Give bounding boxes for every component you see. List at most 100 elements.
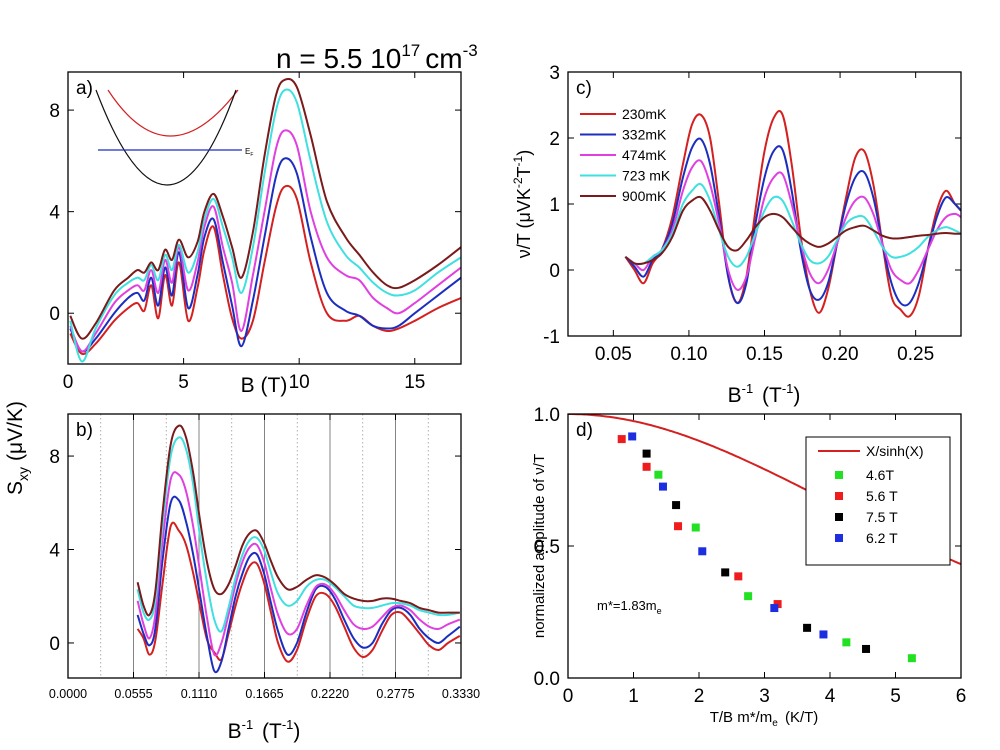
series-line-723mK (69, 88, 461, 363)
x-tick-label: 0.2220 (311, 687, 349, 701)
panel-label: b) (76, 420, 93, 441)
legend-swatch-5.6T (835, 492, 843, 500)
x-tick-label: 4 (825, 686, 836, 707)
panel-a: 0 5 10 15 0 4 8 a) B (T) EF (49, 71, 462, 397)
data-point-5.6T (734, 572, 743, 581)
x-tick-label: 6 (956, 686, 967, 707)
data-point-5.6T (642, 462, 651, 471)
x-tick-label: 0.05 (595, 344, 632, 365)
x-axis-label: T/B m*/me (K/T) (710, 709, 819, 729)
data-point-4.6T (654, 470, 663, 479)
y-tick-label: -1 (543, 327, 560, 348)
y-tick-label: 0 (549, 261, 560, 282)
series-line-230mK (624, 109, 961, 318)
legend-frame (805, 436, 951, 566)
series-line-900mK (624, 195, 961, 266)
y-tick-label: 0 (49, 634, 60, 655)
x-tick-label: 0.10 (670, 344, 707, 365)
data-point-5.6T (617, 435, 626, 444)
x-tick-label: 0.2775 (376, 687, 414, 701)
plot-area (624, 109, 961, 318)
y-tick-label: 0.5 (534, 537, 560, 558)
panel-label: c) (576, 78, 592, 99)
panel-d: 0 1 2 3 4 5 6 0.0 0.5 1.0 d) T/B m*/me (K/T) normali… (531, 405, 966, 729)
plot-frame (67, 71, 462, 365)
inset-band-diagram: EF (95, 89, 253, 186)
data-point-7.5T (803, 623, 812, 632)
legend-swatch-7.5T (835, 513, 843, 521)
series-line-474mK (624, 159, 961, 291)
plot-frame (67, 413, 462, 679)
legend-label: 7.5 T (866, 509, 898, 525)
y-tick-label: 4 (49, 541, 60, 562)
y-axis-label: ν/T (μVK-2T-1) (511, 150, 534, 258)
data-point-6.2T (770, 604, 779, 613)
legend-label: 4.6T (866, 467, 894, 483)
mass-annotation: m*=1.83me (597, 598, 662, 616)
panel-label: d) (576, 420, 593, 441)
data-point-7.5T (721, 568, 730, 577)
data-point-6.2T (628, 432, 637, 441)
panel-b: 0.0000 0.0555 0.1110 0.1665 0.2220 0.2775 0.33… (49, 413, 480, 743)
series-line-900mK (136, 424, 460, 617)
y-tick-label: 2 (549, 129, 560, 150)
x-tick-label: 0 (563, 686, 574, 707)
series-line-474mK (136, 471, 461, 657)
series-line-332mK (69, 157, 461, 353)
legend-swatch-6.2T (835, 534, 843, 542)
panel-label: a) (76, 78, 93, 99)
series-line-474mK (69, 129, 461, 353)
data-point-7.5T (642, 449, 651, 458)
y-tick-label: 0.0 (534, 669, 560, 690)
data-point-4.6T (842, 638, 851, 647)
series-line-230mK (69, 184, 461, 356)
data-point-7.5T (862, 644, 871, 653)
legend-label: 474mK (622, 147, 667, 163)
legend-swatch-4.6T (835, 471, 843, 479)
inset-lower-band (95, 89, 237, 186)
legend-label: 6.2 T (866, 530, 898, 546)
legend-label: 230mK (622, 106, 667, 122)
series-line-332mK (136, 495, 461, 674)
y-tick-label: 4 (49, 203, 60, 224)
x-axis-label: B-1 (T-1) (728, 381, 801, 407)
data-point-4.6T (691, 523, 700, 532)
figure-header: n = 5.5 1017 cm-3 (276, 41, 478, 74)
x-axis-label: B-1 (T-1) (228, 717, 301, 743)
legend: X/sinh(X) 4.6T 5.6 T 7.5 T 6.2 T (805, 436, 951, 566)
legend-label: 723 mK (622, 168, 671, 184)
y-tick-label: 1.0 (534, 405, 560, 426)
legend-label: 5.6 T (866, 488, 898, 504)
data-point-5.6T (674, 522, 683, 531)
series-line-230mK (136, 521, 461, 663)
panel-c: 0.05 0.10 0.15 0.20 0.25 -1 0 1 2 3 c) B-1 (T-1) ν/T… (511, 63, 962, 407)
data-point-6.2T (658, 482, 667, 491)
x-tick-label: 0.20 (822, 344, 859, 365)
x-tick-label: 0.0000 (49, 687, 87, 701)
plot-frame (567, 413, 962, 679)
inset-upper-band (107, 89, 239, 137)
plot-frame (567, 71, 962, 337)
x-tick-label: 0.25 (897, 344, 934, 365)
shared-y-axis-label: Sxy(μV/K) (4, 401, 31, 495)
x-tick-label: 0.1110 (181, 687, 217, 701)
x-tick-label: 5 (178, 372, 189, 393)
x-tick-label: 2 (694, 686, 705, 707)
legend-label: 332mK (622, 127, 667, 143)
x-tick-label: 5 (890, 686, 901, 707)
x-tick-label: 3 (759, 686, 770, 707)
series-line-723mK (136, 436, 461, 633)
x-tick-label: 0.15 (746, 344, 783, 365)
y-tick-label: 1 (549, 195, 560, 216)
x-axis-label: B (T) (241, 374, 288, 397)
y-tick-label: 0 (49, 304, 60, 325)
data-point-4.6T (907, 654, 916, 663)
data-point-6.2T (698, 547, 707, 556)
x-tick-label: 0.0555 (114, 687, 152, 701)
legend-label: X/sinh(X) (866, 443, 924, 459)
inset-fermi-label: EF (245, 147, 253, 158)
legend: 230mK 332mK 474mK 723 mK 900mK (580, 106, 671, 204)
x-tick-label: 15 (404, 372, 425, 393)
plot-area (136, 424, 461, 674)
